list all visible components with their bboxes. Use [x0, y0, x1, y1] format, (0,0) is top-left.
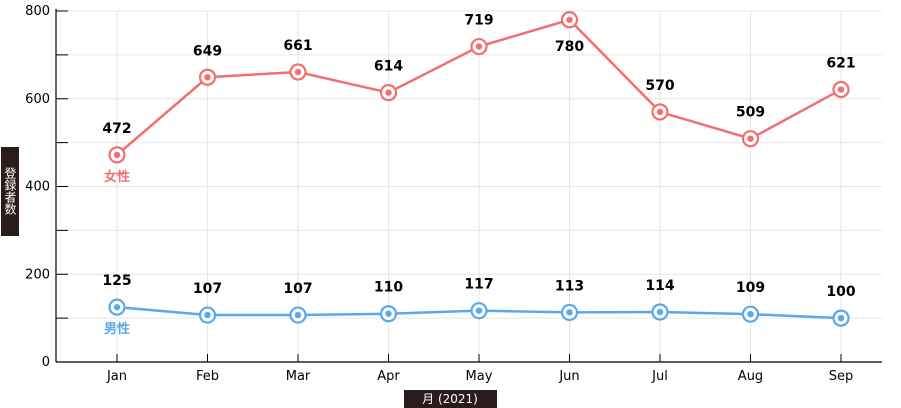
data-label-female: 649 [193, 43, 222, 59]
point-dot [747, 310, 754, 318]
data-label-female: 780 [555, 39, 584, 55]
point-dot [385, 89, 392, 96]
data-label-female: 661 [283, 38, 312, 54]
data-label-female: 719 [464, 13, 493, 29]
point-dot [747, 135, 754, 142]
x-tick-label: Mar [286, 369, 311, 384]
data-point-male [470, 302, 488, 320]
data-point-male [832, 309, 850, 327]
x-axis-title-bg [404, 390, 497, 408]
point-dot [656, 308, 664, 316]
data-point-female [560, 11, 579, 29]
data-label-male: 117 [464, 277, 493, 293]
data-label-male: 107 [283, 281, 312, 297]
data-label-female: 472 [102, 121, 131, 137]
data-point-male [108, 298, 126, 316]
point-dot [837, 314, 845, 322]
y-axis-title-text: 登録者数 [3, 166, 17, 216]
data-point-male [289, 306, 307, 324]
data-point-male [741, 305, 760, 323]
x-tick-label: Aug [738, 369, 763, 384]
gridlines [56, 10, 882, 362]
data-label-male: 100 [826, 284, 855, 300]
x-axis-title: 月 (2021) [404, 390, 497, 408]
data-point-male [651, 303, 669, 321]
x-tick-label: Feb [196, 369, 219, 384]
point-dot [294, 68, 302, 76]
data-point-female [108, 146, 126, 164]
y-axis-title: 登録者数 [1, 147, 19, 236]
data-point-male [379, 305, 398, 323]
point-dot [475, 307, 483, 314]
x-tick-label: May [466, 369, 493, 384]
series-name-male: 男性 [104, 321, 130, 337]
data-label-male: 113 [555, 278, 584, 294]
x-tick-label: Apr [377, 369, 400, 384]
x-axis-ticks: Jan Feb Mar Apr May Jun Jul Aug Sep [106, 354, 853, 384]
data-point-female [289, 63, 307, 81]
x-tick-label: Jul [651, 369, 668, 384]
point-dot [113, 151, 121, 159]
y-tick-label: 200 [25, 267, 50, 282]
data-point-female [198, 68, 217, 86]
data-label-male: 125 [102, 273, 131, 289]
data-label-male: 107 [193, 281, 222, 297]
data-label-male: 110 [374, 280, 403, 296]
x-axis-title-text: 月 (2021) [422, 392, 478, 406]
data-point-male [198, 306, 217, 324]
point-dot [837, 86, 845, 93]
data-point-male [560, 303, 579, 322]
data-label-female: 621 [826, 56, 855, 72]
point-dot [204, 74, 211, 81]
axes [55, 9, 882, 363]
data-label-female: 614 [374, 59, 403, 75]
y-tick-label: 600 [25, 92, 50, 107]
data-point-female [832, 80, 850, 99]
data-point-female [470, 37, 488, 56]
point-dot [656, 108, 664, 116]
point-dot [204, 311, 211, 319]
data-point-female [651, 103, 669, 121]
y-axis-title-bg [1, 147, 19, 236]
data-point-female [379, 84, 398, 102]
point-dot [294, 311, 302, 319]
y-tick-label: 800 [25, 4, 50, 19]
point-dot [566, 16, 573, 23]
y-tick-label: 400 [25, 180, 50, 195]
series-layer [108, 11, 850, 327]
data-label-male: 114 [645, 278, 674, 294]
x-tick-label: Jun [558, 369, 579, 384]
data-label-male: 109 [736, 280, 765, 296]
data-labels: 472 649 661 614 719 780 570 509 621 女性 125 107 107 11… [102, 13, 855, 338]
point-dot [566, 309, 573, 316]
point-dot [385, 310, 392, 317]
data-point-female [741, 130, 760, 148]
series-name-female: 女性 [104, 169, 130, 185]
data-label-female: 509 [736, 105, 765, 121]
y-tick-label: 0 [42, 355, 50, 370]
point-dot [475, 43, 483, 50]
point-dot [113, 303, 121, 311]
y-axis-ticks: 0 200 400 600 800 [25, 4, 68, 370]
x-tick-label: Sep [829, 369, 854, 384]
data-label-female: 570 [645, 78, 674, 94]
x-tick-label: Jan [106, 369, 127, 384]
